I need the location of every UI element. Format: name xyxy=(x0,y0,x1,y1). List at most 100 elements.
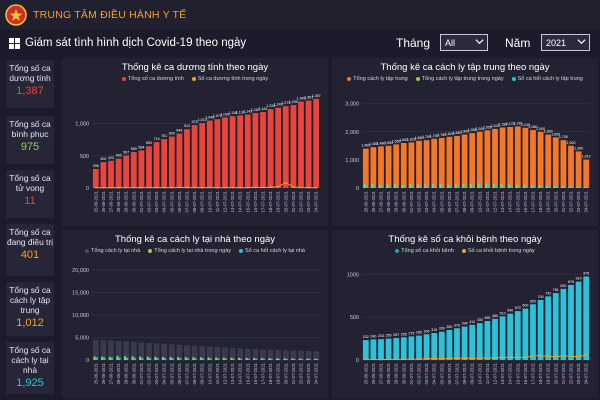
bar xyxy=(363,184,366,188)
legend-dot xyxy=(191,77,196,81)
bar xyxy=(575,151,582,188)
data-label: 250 xyxy=(386,334,392,338)
bar xyxy=(237,357,241,360)
bar xyxy=(563,186,566,188)
data-label: 1,118 xyxy=(228,111,237,115)
bar xyxy=(192,357,195,360)
bar xyxy=(222,357,225,360)
bar xyxy=(454,328,460,360)
bar xyxy=(370,339,377,360)
data-label: 456 xyxy=(116,154,122,158)
bar xyxy=(373,184,376,188)
legend-dot xyxy=(347,77,352,81)
month-label: Tháng xyxy=(396,36,431,50)
legend-label: Tổng cách ly tập trung xyxy=(353,76,408,82)
kpi-label: Tổng số ca cách ly tập trung xyxy=(9,285,51,315)
bar xyxy=(115,158,122,188)
bar xyxy=(446,330,453,360)
x-tick-label: 14-07-2021 xyxy=(238,362,243,384)
bar xyxy=(275,350,282,360)
data-label: 1,780 xyxy=(437,133,446,137)
data-label: 700 xyxy=(538,295,544,299)
series-point xyxy=(254,186,257,189)
x-tick-label: 30-06-2021 xyxy=(131,362,136,384)
data-label: 240 xyxy=(370,334,376,338)
bar xyxy=(123,356,127,360)
kpi-card-centralized-quarantine: Tổng số ca cách ly tập trung 1,012 xyxy=(6,282,54,336)
bar xyxy=(278,358,281,360)
data-label: 243 xyxy=(378,334,384,338)
chevron-down-icon xyxy=(577,39,586,45)
x-tick-label: 15-07-2021 xyxy=(245,190,250,212)
bar xyxy=(237,115,244,188)
y-tick-label: 5,000 xyxy=(75,336,89,342)
bar xyxy=(222,347,228,360)
x-tick-label: 05-07-2021 xyxy=(439,362,444,384)
x-tick-label: 27-06-2021 xyxy=(109,362,114,384)
legend-label: Số ca hết cách ly tập trung xyxy=(517,76,583,82)
chart-title: Thống kê ca dương tính theo ngày xyxy=(121,62,269,73)
bar xyxy=(378,339,384,360)
bar xyxy=(285,358,288,360)
legend-label: Số ca hết cách ly tại nhà xyxy=(245,248,305,254)
bar xyxy=(500,184,503,188)
bar xyxy=(438,331,445,360)
bar xyxy=(530,185,533,188)
series-point xyxy=(262,186,264,189)
bar xyxy=(215,357,218,360)
chart-legend: Tổng cách ly tập trung Tổng cách ly tập … xyxy=(332,76,598,82)
bar xyxy=(462,184,465,188)
x-tick-label: 05-07-2021 xyxy=(439,190,444,212)
bar xyxy=(237,348,244,360)
data-label: 275 xyxy=(408,331,414,335)
x-tick-label: 18-07-2021 xyxy=(538,190,543,212)
bar xyxy=(380,185,383,188)
x-tick-label: 14-07-2021 xyxy=(508,362,513,384)
home-quarantine-chart: 0 5,000 10,000 15,000 20,000 25-06-2021 26-06-… xyxy=(72,268,320,384)
bar xyxy=(586,186,589,188)
legend-item: Số ca khỏi bệnh trong ngày xyxy=(461,248,535,254)
x-tick-label: 03-07-2021 xyxy=(424,190,429,212)
x-tick-label: 28-06-2021 xyxy=(116,190,121,212)
legend-dot xyxy=(395,249,400,253)
chart-title: Thống kê số ca khỏi bệnh theo ngày xyxy=(388,234,542,245)
x-tick-label: 22-07-2021 xyxy=(299,190,304,212)
data-label: 2,170 xyxy=(506,122,515,126)
x-tick-label: 29-06-2021 xyxy=(124,190,129,212)
x-tick-label: 10-07-2021 xyxy=(477,362,482,384)
y-tick-label: 1,000 xyxy=(345,158,359,164)
bar xyxy=(385,338,392,360)
bar xyxy=(270,358,273,360)
chart-panel-quarantine: Thống kê ca cách ly tập trung theo ngày … xyxy=(332,58,598,226)
month-select[interactable]: All xyxy=(440,34,488,51)
x-tick-label: 05-07-2021 xyxy=(169,362,174,384)
bar xyxy=(108,160,114,188)
data-label: 2,150 xyxy=(498,123,507,127)
data-label: 257 xyxy=(393,333,399,337)
x-tick-label: 12-07-2021 xyxy=(493,190,498,212)
x-tick-label: 12-07-2021 xyxy=(493,362,498,384)
bar xyxy=(393,337,400,360)
x-tick-label: 22-07-2021 xyxy=(299,362,304,384)
series-point xyxy=(178,186,181,189)
bar xyxy=(92,339,99,360)
bar xyxy=(441,185,444,188)
bar xyxy=(191,125,198,188)
data-label: 876 xyxy=(568,280,574,284)
bar xyxy=(499,127,506,188)
bar xyxy=(108,356,111,360)
x-tick-label: 20-07-2021 xyxy=(283,190,288,212)
y-tick-label: 0 xyxy=(356,358,359,364)
bar xyxy=(538,185,541,188)
bar xyxy=(199,357,203,360)
data-label: 1,600 xyxy=(399,138,408,142)
year-select[interactable]: 2021 xyxy=(541,34,590,51)
x-tick-label: 04-07-2021 xyxy=(432,362,437,384)
kpi-value: 975 xyxy=(20,141,40,153)
series-point xyxy=(486,356,489,359)
x-tick-label: 12-07-2021 xyxy=(223,362,228,384)
data-label: 1,950 xyxy=(468,128,477,132)
bar xyxy=(186,358,189,360)
bar xyxy=(298,358,301,360)
legend-item: Số ca dương tính trong ngày xyxy=(191,76,268,82)
